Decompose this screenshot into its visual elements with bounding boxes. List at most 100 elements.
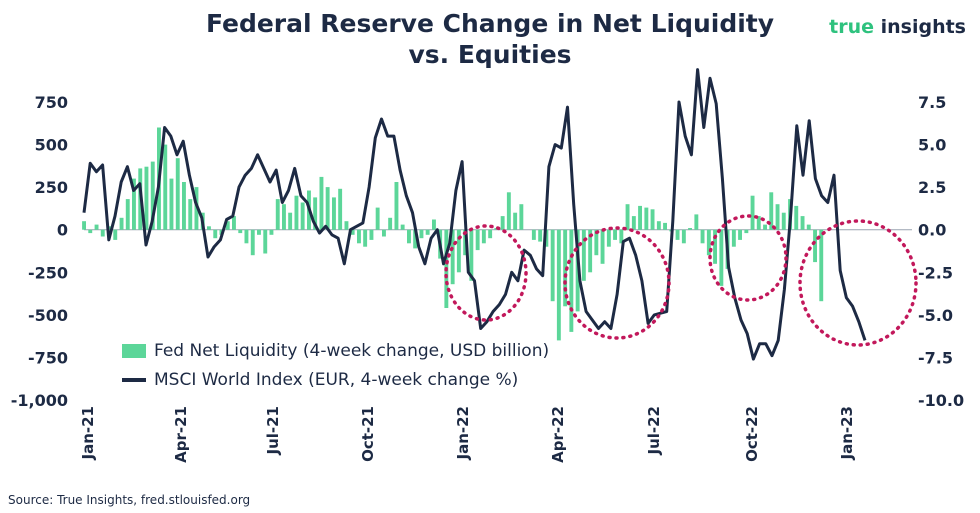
bar bbox=[769, 192, 774, 230]
bar bbox=[550, 229, 555, 302]
bar bbox=[706, 229, 711, 256]
legend-item-bars: Fed Net Liquidity (4-week change, USD bi… bbox=[122, 336, 549, 365]
x-tick-label: Jul-22 bbox=[645, 406, 663, 456]
legend-label-line: MSCI World Index (EUR, 4-week change %) bbox=[154, 369, 519, 390]
highlight-circles bbox=[444, 214, 918, 347]
highlight-circle bbox=[563, 226, 671, 340]
bar bbox=[475, 229, 480, 251]
bar bbox=[232, 216, 236, 230]
bar bbox=[369, 229, 374, 240]
highlight-circle bbox=[444, 224, 528, 322]
bar bbox=[731, 229, 736, 247]
bar bbox=[806, 224, 811, 230]
bar bbox=[350, 229, 355, 235]
bar bbox=[819, 229, 824, 302]
bar bbox=[456, 229, 461, 273]
bar bbox=[506, 192, 511, 230]
bar bbox=[556, 229, 561, 341]
bar bbox=[650, 209, 655, 230]
bar bbox=[756, 216, 761, 230]
bar bbox=[544, 229, 549, 247]
bar bbox=[763, 224, 767, 230]
left-tick-label: -750 bbox=[28, 348, 68, 367]
left-tick-label: 500 bbox=[35, 136, 68, 155]
x-tick-label: Apr-22 bbox=[549, 406, 567, 463]
bar bbox=[606, 229, 611, 247]
bar bbox=[88, 229, 93, 234]
bar bbox=[794, 205, 799, 230]
left-tick-label: 0 bbox=[57, 221, 68, 240]
bar bbox=[631, 216, 636, 230]
bar bbox=[750, 195, 755, 230]
left-tick-label: -1,000 bbox=[11, 391, 68, 410]
bar bbox=[400, 224, 405, 230]
left-tick-label: 250 bbox=[35, 178, 68, 197]
bar bbox=[388, 217, 393, 230]
bar bbox=[332, 197, 336, 230]
x-axis-ticks: Jan-21 Apr-21 Jul-21 Oct-21 Jan-22 Apr-22 Jul-… bbox=[79, 406, 856, 463]
bar bbox=[119, 217, 124, 230]
brand-part2: insights bbox=[880, 16, 966, 38]
bar bbox=[282, 204, 286, 230]
x-tick-label: Jan-21 bbox=[79, 406, 97, 460]
bar bbox=[775, 204, 780, 230]
bar bbox=[263, 229, 268, 254]
bar bbox=[713, 229, 717, 264]
bar bbox=[182, 182, 186, 230]
bar bbox=[644, 207, 649, 230]
chart-title: Federal Reserve Change in Net Liquidity … bbox=[0, 8, 980, 70]
bar bbox=[294, 195, 299, 230]
bar bbox=[394, 182, 399, 230]
legend: Fed Net Liquidity (4-week change, USD bi… bbox=[122, 336, 549, 394]
bar bbox=[681, 229, 686, 244]
bar bbox=[481, 229, 486, 244]
bar bbox=[700, 229, 705, 244]
bar bbox=[169, 178, 174, 230]
line-series bbox=[82, 68, 867, 361]
bar bbox=[94, 224, 99, 230]
bar bbox=[238, 229, 243, 234]
bar bbox=[338, 188, 343, 230]
left-axis-ticks: 750 500 250 0 -250 -500 -750 -1,000 bbox=[11, 93, 68, 410]
right-tick-label: -2.5 bbox=[918, 263, 953, 282]
bar bbox=[275, 199, 280, 230]
chart-title-line2: vs. Equities bbox=[408, 40, 572, 69]
bar bbox=[213, 229, 218, 239]
bar bbox=[313, 197, 318, 230]
x-tick-label: Oct-22 bbox=[743, 406, 761, 462]
bar bbox=[638, 205, 642, 230]
legend-label-bars: Fed Net Liquidity (4-week change, USD bi… bbox=[154, 340, 550, 361]
left-tick-label: -500 bbox=[28, 306, 68, 325]
bar bbox=[744, 229, 749, 234]
bar bbox=[719, 229, 724, 286]
bar bbox=[800, 216, 805, 230]
bar bbox=[244, 229, 249, 244]
bars-series bbox=[82, 127, 824, 341]
bar bbox=[738, 229, 742, 240]
bar bbox=[325, 187, 330, 230]
bar bbox=[613, 229, 617, 240]
bar bbox=[500, 216, 505, 230]
legend-bar-swatch bbox=[122, 343, 146, 358]
bar bbox=[813, 229, 817, 263]
right-tick-label: 0.0 bbox=[918, 221, 946, 240]
brand-logo: true insights bbox=[829, 16, 966, 38]
highlight-circle bbox=[798, 219, 918, 347]
right-tick-label: 5.0 bbox=[918, 136, 946, 155]
bar bbox=[319, 176, 324, 230]
bar bbox=[288, 212, 293, 230]
bar bbox=[250, 229, 255, 256]
bar bbox=[663, 222, 667, 230]
bar bbox=[656, 221, 661, 230]
bar bbox=[563, 229, 568, 307]
bar bbox=[569, 229, 574, 332]
bar bbox=[144, 166, 149, 230]
bar bbox=[450, 229, 455, 285]
bar bbox=[163, 144, 168, 230]
x-tick-label: Jan-22 bbox=[454, 406, 472, 460]
bar bbox=[407, 229, 411, 244]
bar bbox=[257, 229, 261, 235]
bar bbox=[344, 221, 349, 230]
right-tick-label: 7.5 bbox=[918, 93, 946, 112]
